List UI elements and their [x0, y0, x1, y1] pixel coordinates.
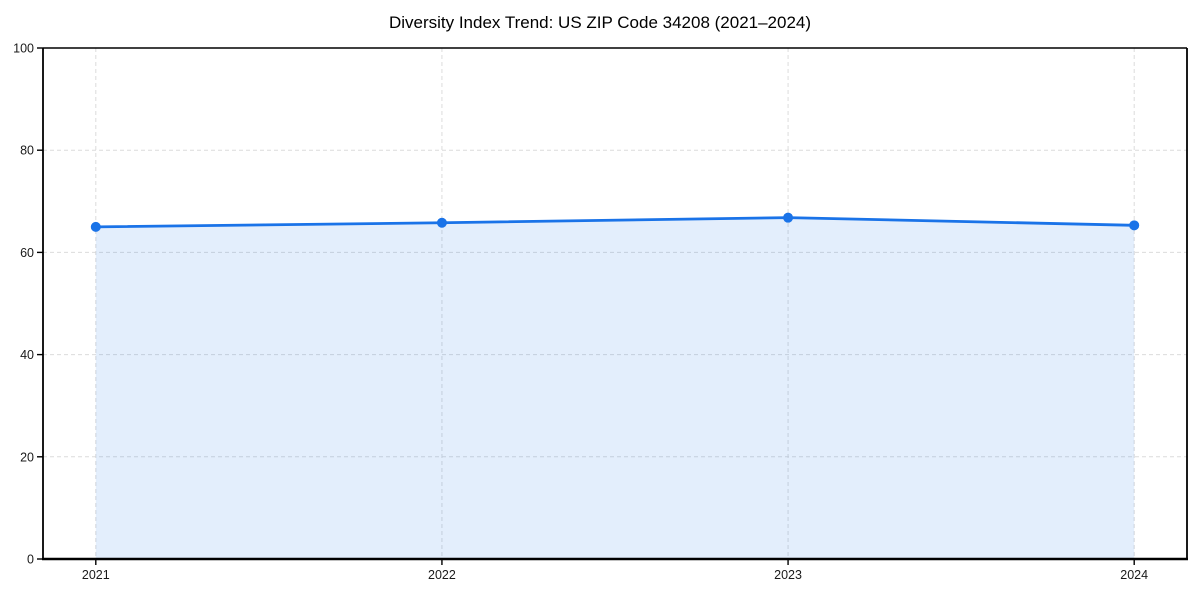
- trend-line: [94, 216, 1136, 229]
- y-tick-label: 80: [20, 144, 34, 158]
- y-tick-label: 40: [20, 348, 34, 362]
- x-tick-label: 2024: [1120, 568, 1148, 582]
- data-point-marker: [1129, 220, 1140, 231]
- data-point-marker: [783, 212, 794, 223]
- x-tick-label: 2022: [428, 568, 456, 582]
- y-tick-label: 0: [27, 553, 34, 567]
- y-tick-label: 100: [13, 42, 34, 56]
- x-tick-label: 2021: [82, 568, 110, 582]
- chart-title: Diversity Index Trend: US ZIP Code 34208…: [388, 13, 812, 32]
- data-point-marker: [90, 221, 101, 232]
- y-tick-label: 60: [20, 246, 34, 260]
- data-point-marker: [436, 217, 447, 228]
- x-tick-label: 2023: [774, 568, 802, 582]
- area-fill: [95, 217, 1135, 560]
- y-tick-label: 20: [20, 450, 34, 464]
